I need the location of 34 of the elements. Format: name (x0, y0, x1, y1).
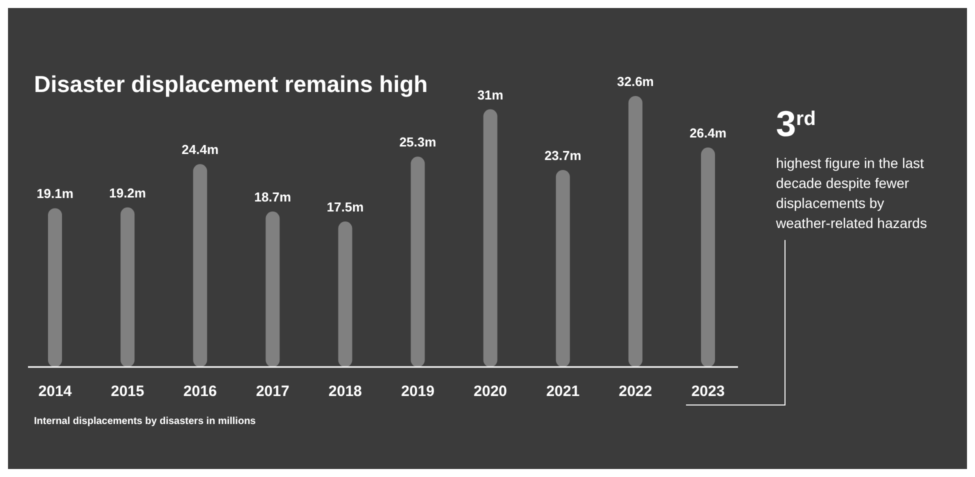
data-label: 31m (477, 87, 504, 102)
x-tick-label: 2016 (183, 383, 217, 400)
bar (338, 222, 352, 367)
bar (556, 170, 570, 367)
text: Internal displacements by disasters in millions (34, 416, 256, 427)
data-label: 25.3m (399, 134, 436, 150)
x-tick-label: 2019 (401, 383, 434, 400)
bar (120, 207, 135, 367)
bar (48, 208, 62, 367)
bar (628, 96, 642, 367)
bar (410, 156, 425, 367)
text: 3$^{rd}$ (776, 103, 816, 144)
data-label: 19.1m (36, 186, 74, 202)
x-tick-label: 2017 (256, 383, 290, 400)
bar (266, 212, 280, 367)
data-label: 17.5m (326, 200, 364, 215)
chart-title: Disaster displacement remains high (34, 71, 428, 97)
bar (483, 109, 498, 367)
x-tick-label: 2022 (618, 383, 652, 400)
data-label: 32.6m (617, 74, 654, 89)
x-tick-label: 2014 (38, 383, 72, 400)
x-tick-label: 2021 (546, 383, 580, 400)
data-label: 19.2m (109, 185, 146, 200)
text: highest figure in the last decade despite fewer displacements by weather-related hazards (775, 155, 927, 231)
bar (701, 148, 715, 367)
data-label: 23.7m (544, 148, 582, 163)
bar (193, 164, 208, 367)
data-label: 24.4m (182, 142, 219, 158)
x-tick-label: 2018 (328, 383, 362, 400)
x-tick-label: 2015 (110, 383, 144, 400)
data-label: 18.7m (254, 190, 292, 205)
x-tick-label: 2023 (691, 383, 725, 400)
x-tick-label: 2020 (474, 383, 508, 400)
data-label: 26.4m (690, 126, 726, 141)
